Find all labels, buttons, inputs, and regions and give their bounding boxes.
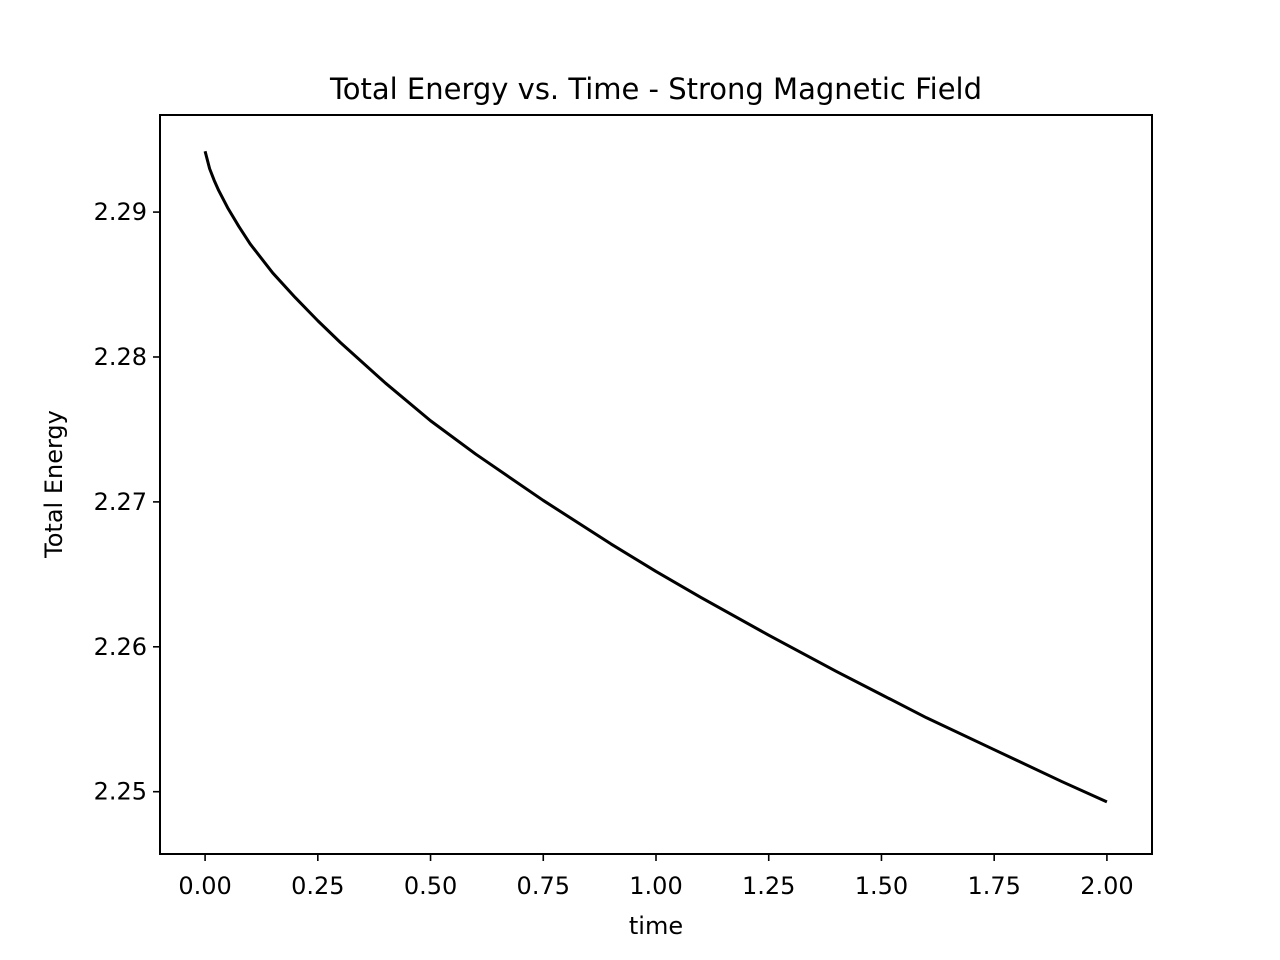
y-tick-label: 2.27 <box>94 488 147 516</box>
chart-title: Total Energy vs. Time - Strong Magnetic … <box>329 72 982 106</box>
x-tick-label: 1.50 <box>855 872 908 900</box>
y-tick-label: 2.25 <box>94 778 147 806</box>
x-tick-label: 1.25 <box>742 872 795 900</box>
y-tick-label: 2.26 <box>94 633 147 661</box>
x-tick-label: 0.00 <box>178 872 231 900</box>
plot-area <box>203 150 1108 804</box>
y-tick-label: 2.29 <box>94 198 147 226</box>
x-tick-label: 0.25 <box>291 872 344 900</box>
series-line-0 <box>203 150 1108 804</box>
x-axis: 0.00 0.25 0.50 0.75 1.00 1.25 1.50 1.75 2.00 <box>178 854 1134 900</box>
y-axis-label: Total Energy <box>40 410 68 559</box>
x-tick-label: 0.75 <box>517 872 570 900</box>
x-tick-label: 2.00 <box>1080 872 1133 900</box>
x-axis-label: time <box>629 912 683 940</box>
x-tick-label: 1.00 <box>629 872 682 900</box>
y-axis: 2.25 2.26 2.27 2.28 2.29 <box>94 198 160 806</box>
x-tick-label: 0.50 <box>404 872 457 900</box>
x-tick-label: 1.75 <box>967 872 1020 900</box>
y-tick-label: 2.28 <box>94 343 147 371</box>
